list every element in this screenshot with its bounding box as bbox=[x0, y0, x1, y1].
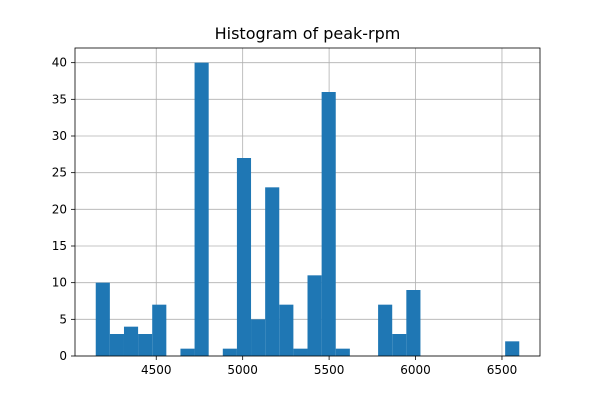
histogram-bar-3 bbox=[138, 334, 153, 356]
y-tick-label-15: 15 bbox=[52, 239, 67, 253]
y-tick-label-10: 10 bbox=[52, 276, 67, 290]
x-tick-label-4500: 4500 bbox=[141, 363, 172, 377]
histogram-bar-21 bbox=[392, 334, 407, 356]
histogram-bar-1 bbox=[109, 334, 124, 356]
histogram-bar-16 bbox=[321, 92, 336, 356]
x-tick-label-6000: 6000 bbox=[400, 363, 431, 377]
y-tick-label-5: 5 bbox=[59, 312, 67, 326]
histogram-bar-4 bbox=[152, 304, 167, 356]
y-tick-label-20: 20 bbox=[52, 202, 67, 216]
ticks-layer: 4500 5000 5500 6000 6500 0 5 10 15 20 25 30 35 40 bbox=[52, 56, 518, 377]
histogram-bar-0 bbox=[95, 282, 110, 356]
y-tick-label-25: 25 bbox=[52, 166, 67, 180]
y-tick-label-0: 0 bbox=[59, 349, 67, 363]
histogram-bar-22 bbox=[406, 290, 421, 356]
histogram-bar-29 bbox=[505, 341, 520, 356]
histogram-bar-9 bbox=[222, 348, 237, 356]
bars-layer bbox=[95, 62, 520, 357]
y-tick-label-35: 35 bbox=[52, 92, 67, 106]
histogram-bar-15 bbox=[307, 275, 322, 356]
plot-frame bbox=[74, 47, 541, 357]
y-tick-label-30: 30 bbox=[52, 129, 67, 143]
histogram-bar-14 bbox=[293, 348, 308, 356]
histogram-bar-13 bbox=[279, 304, 294, 356]
histogram-bar-20 bbox=[378, 304, 393, 356]
histogram-bar-10 bbox=[236, 158, 252, 356]
histogram-bar-6 bbox=[180, 348, 195, 356]
y-tick-label-40: 40 bbox=[52, 56, 67, 70]
histogram-bar-11 bbox=[251, 319, 266, 356]
x-tick-label-5500: 5500 bbox=[314, 363, 345, 377]
grid-layer bbox=[75, 48, 540, 357]
histogram-bar-2 bbox=[123, 326, 139, 356]
chart-title: Histogram of peak-rpm bbox=[215, 24, 401, 43]
x-tick-label-5000: 5000 bbox=[227, 363, 258, 377]
x-tick-label-6500: 6500 bbox=[487, 363, 518, 377]
histogram-bar-17 bbox=[335, 348, 350, 356]
histogram-bar-7 bbox=[194, 62, 209, 357]
histogram-bar-12 bbox=[265, 187, 280, 356]
